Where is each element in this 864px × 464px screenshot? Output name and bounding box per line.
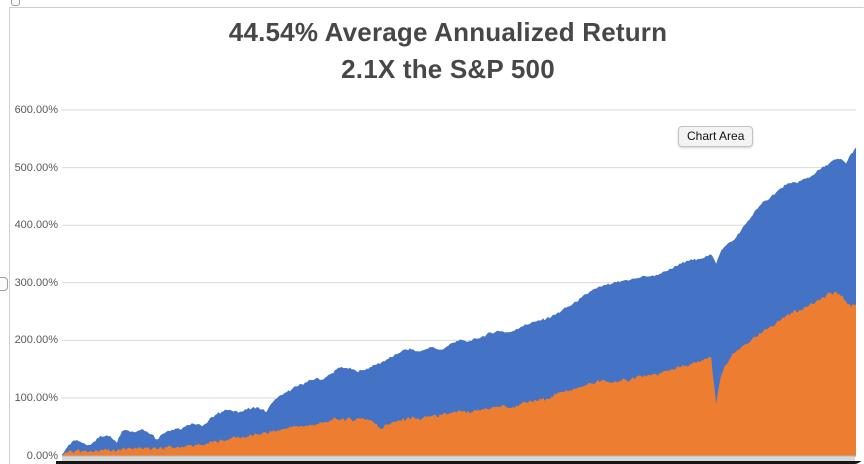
series-orange-area[interactable] [62, 292, 856, 456]
y-axis-tick-label: 0.00% [26, 449, 58, 462]
y-axis-tick-label: 400.00% [14, 219, 58, 232]
chart-title[interactable]: 44.54% Average Annualized Return 2.1X th… [40, 14, 856, 88]
plot-bottom-strip [62, 457, 855, 462]
chart-title-line-1: 44.54% Average Annualized Return [228, 17, 668, 47]
y-axis-tick-label: 200.00% [14, 334, 58, 347]
chart-area-screentip-label: Chart Area [687, 129, 745, 143]
chart-title-line-2: 2.1X the S&P 500 [341, 54, 555, 84]
y-axis-tick-label: 500.00% [14, 161, 58, 174]
y-axis-tick-label: 300.00% [14, 276, 58, 289]
chart-area-screentip: Chart Area [678, 126, 754, 147]
plot-area[interactable] [62, 0, 856, 464]
chart-object-border-top [9, 7, 864, 8]
chart-object-border-left [9, 7, 10, 464]
chart-resize-handle-top-left[interactable] [11, 0, 20, 6]
window-bottom-edge [56, 461, 864, 464]
y-axis[interactable]: 600.00% 500.00% 400.00% 300.00% 200.00% 100.0… [0, 0, 62, 464]
y-axis-tick-label: 100.00% [14, 392, 58, 404]
y-axis-tick-label: 600.00% [14, 104, 58, 116]
chart-resize-handle-left[interactable] [0, 277, 8, 291]
